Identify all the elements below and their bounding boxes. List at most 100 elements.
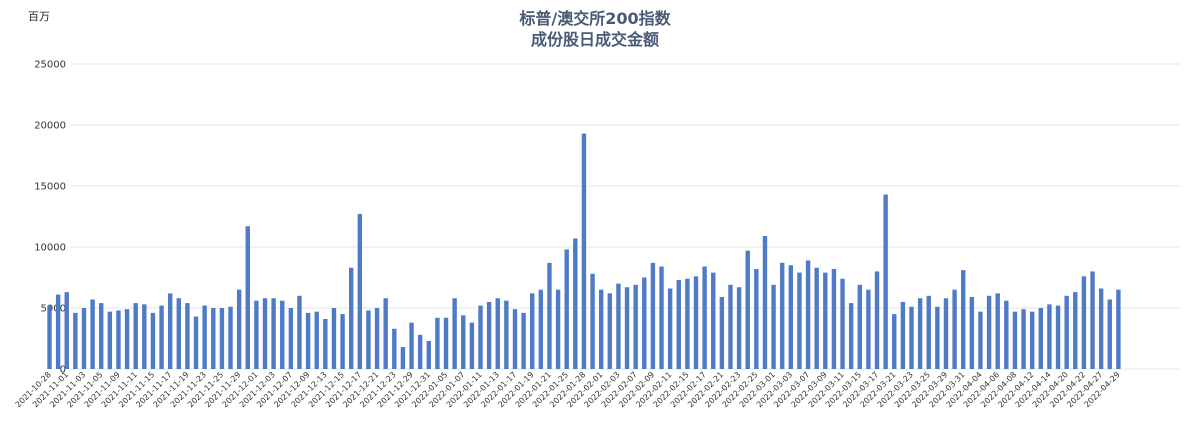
- bar: [47, 305, 52, 369]
- bar: [400, 347, 406, 369]
- bar: [219, 308, 225, 369]
- bar: [1012, 311, 1018, 369]
- y-axis-unit-label: 百万: [28, 10, 50, 23]
- bar: [99, 303, 104, 369]
- bar: [417, 334, 423, 369]
- bar: [573, 238, 578, 369]
- y-tick-label: 0: [60, 365, 66, 376]
- bar: [64, 292, 69, 369]
- bar: [1038, 308, 1043, 369]
- bar: [848, 303, 854, 369]
- bar: [1055, 305, 1061, 369]
- bar: [866, 289, 871, 369]
- bar: [349, 267, 354, 369]
- bar: [797, 272, 802, 369]
- bar: [504, 300, 509, 369]
- bar: [1090, 271, 1095, 369]
- bar: [909, 306, 914, 369]
- chart-subtitle: 成份股日成交金额: [531, 30, 659, 49]
- bar: [693, 276, 699, 369]
- bar: [745, 250, 750, 369]
- bar: [736, 287, 742, 369]
- bar: [167, 293, 173, 369]
- bar: [176, 298, 181, 369]
- bar: [883, 194, 888, 369]
- bar: [81, 308, 87, 369]
- bar: [288, 308, 294, 369]
- bar: [443, 317, 449, 369]
- bar: [366, 310, 371, 369]
- bar: [1098, 288, 1104, 369]
- bar: [150, 312, 156, 369]
- bar: [1047, 304, 1052, 369]
- bar: [202, 305, 207, 369]
- bar: [495, 298, 500, 369]
- bar: [116, 310, 121, 369]
- bar: [461, 315, 466, 369]
- bar: [780, 262, 785, 369]
- bar: [667, 288, 673, 369]
- bar: [314, 311, 319, 369]
- bar: [719, 297, 725, 369]
- bar: [331, 308, 337, 369]
- bar: [581, 133, 587, 369]
- bar: [607, 293, 612, 369]
- bar: [211, 308, 216, 369]
- bar: [978, 311, 983, 369]
- bar: [642, 277, 647, 369]
- bar: [728, 284, 733, 369]
- bar: [685, 278, 690, 369]
- bar: [297, 295, 302, 369]
- bar: [280, 300, 285, 369]
- x-axis-ticks: 2021-10-282021-11-012021-11-032021-11-05…: [14, 370, 1122, 409]
- bar: [771, 284, 776, 369]
- y-tick-label: 15000: [34, 182, 66, 193]
- bar: [598, 289, 604, 369]
- bar: [659, 266, 664, 369]
- bar: [650, 262, 656, 369]
- bar: [55, 294, 61, 369]
- bar: [245, 226, 250, 369]
- bar: [814, 267, 819, 369]
- bar: [392, 328, 397, 369]
- bars: [47, 133, 1121, 369]
- bar: [840, 278, 845, 369]
- bar: [805, 260, 811, 369]
- bar: [547, 262, 552, 369]
- chart-title: 标普/澳交所200指数: [518, 9, 671, 28]
- bar: [892, 314, 897, 369]
- bar: [435, 317, 440, 369]
- bar: [1073, 292, 1078, 369]
- bar: [271, 298, 276, 369]
- bar: [107, 311, 113, 369]
- bar: [538, 289, 544, 369]
- bar: [383, 298, 388, 369]
- y-tick-label: 20000: [34, 121, 66, 132]
- y-tick-label: 5000: [41, 304, 66, 315]
- bar: [1004, 300, 1009, 369]
- bar: [452, 298, 457, 369]
- bar: [469, 322, 475, 369]
- bar: [124, 309, 130, 369]
- bar: [159, 305, 164, 369]
- bar: [969, 297, 975, 369]
- bar: [521, 312, 526, 369]
- bar: [961, 270, 966, 369]
- bar: [624, 287, 630, 369]
- bar: [754, 268, 759, 369]
- bar: [142, 304, 147, 369]
- bar: [1021, 309, 1026, 369]
- bar: [874, 271, 880, 369]
- bar: [374, 308, 380, 369]
- bar: [1064, 295, 1069, 369]
- bar: [133, 303, 138, 369]
- bar: [1029, 311, 1035, 369]
- bar: [564, 249, 569, 369]
- bar: [986, 295, 992, 369]
- bar: [702, 266, 707, 369]
- bar: [185, 303, 190, 369]
- bar: [995, 293, 1000, 369]
- bar: [590, 273, 595, 369]
- bar: [262, 298, 268, 369]
